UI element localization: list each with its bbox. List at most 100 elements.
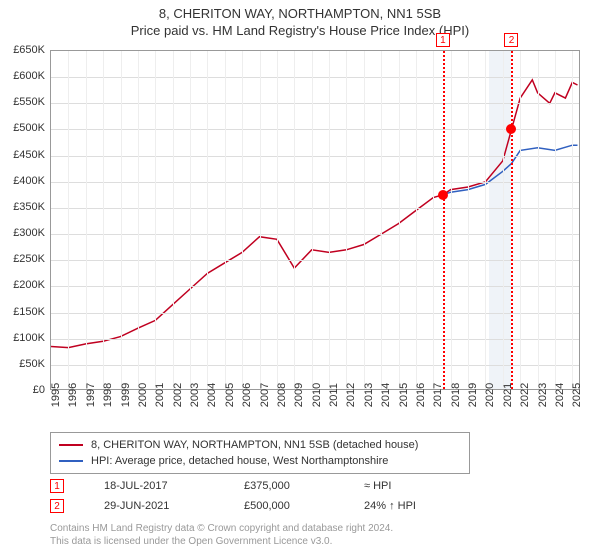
x-tick-label: 2019 [467, 383, 479, 407]
gridline-v [103, 51, 104, 389]
gridline-h [51, 77, 579, 78]
gridline-v [242, 51, 243, 389]
x-tick-label: 2002 [172, 383, 184, 407]
x-tick-label: 2015 [398, 383, 410, 407]
sale-vline [443, 51, 445, 389]
y-tick-label: £600K [0, 70, 45, 82]
x-tick-label: 2018 [450, 383, 462, 407]
y-tick-label: £450K [0, 149, 45, 161]
x-tick-label: 1997 [85, 383, 97, 407]
gridline-v [416, 51, 417, 389]
gridline-v [485, 51, 486, 389]
x-tick-label: 1995 [50, 383, 62, 407]
x-tick-label: 2007 [259, 383, 271, 407]
gridline-v [572, 51, 573, 389]
footer-text: Contains HM Land Registry data © Crown c… [50, 522, 393, 548]
gridline-v [225, 51, 226, 389]
gridline-h [51, 129, 579, 130]
chart-area: 12 £0£50K£100K£150K£200K£250K£300K£350K£… [50, 50, 580, 390]
x-tick-label: 2011 [328, 383, 340, 407]
x-tick-label: 2022 [519, 383, 531, 407]
sale-vline-marker: 2 [504, 33, 518, 47]
x-tick-label: 2001 [154, 383, 166, 407]
gridline-v [451, 51, 452, 389]
y-tick-label: £150K [0, 306, 45, 318]
legend-item-hpi: HPI: Average price, detached house, West… [59, 453, 461, 469]
gridline-v [399, 51, 400, 389]
gridline-v [207, 51, 208, 389]
legend-label-property: 8, CHERITON WAY, NORTHAMPTON, NN1 5SB (d… [91, 439, 418, 451]
x-tick-label: 2000 [137, 383, 149, 407]
line-svg [51, 51, 581, 391]
y-tick-label: £350K [0, 201, 45, 213]
sale-diff-1: ≈ HPI [364, 480, 444, 492]
y-tick-label: £300K [0, 227, 45, 239]
gridline-v [468, 51, 469, 389]
gridline-v [294, 51, 295, 389]
footer-line1: Contains HM Land Registry data © Crown c… [50, 522, 393, 535]
x-tick-label: 1999 [120, 383, 132, 407]
gridline-h [51, 339, 579, 340]
gridline-v [381, 51, 382, 389]
x-tick-label: 2009 [293, 383, 305, 407]
gridline-v [68, 51, 69, 389]
x-tick-label: 2006 [241, 383, 253, 407]
gridline-h [51, 260, 579, 261]
sale-marker-1: 1 [50, 479, 64, 493]
gridline-v [538, 51, 539, 389]
x-tick-label: 2012 [345, 383, 357, 407]
gridline-v [155, 51, 156, 389]
x-tick-label: 2010 [311, 383, 323, 407]
x-tick-label: 2016 [415, 383, 427, 407]
sale-point-dot [438, 190, 448, 200]
sale-point-dot [506, 124, 516, 134]
x-tick-label: 2003 [189, 383, 201, 407]
gridline-v [173, 51, 174, 389]
y-tick-label: £50K [0, 358, 45, 370]
sale-date-1: 18-JUL-2017 [104, 480, 204, 492]
gridline-v [433, 51, 434, 389]
gridline-h [51, 103, 579, 104]
series-property [51, 80, 578, 348]
sales-table: 1 18-JUL-2017 £375,000 ≈ HPI 2 29-JUN-20… [50, 476, 444, 516]
gridline-v [364, 51, 365, 389]
x-tick-label: 2014 [380, 383, 392, 407]
sale-date-2: 29-JUN-2021 [104, 500, 204, 512]
gridline-h [51, 208, 579, 209]
legend-swatch-hpi [59, 460, 83, 462]
legend-swatch-property [59, 444, 83, 446]
gridline-v [329, 51, 330, 389]
y-tick-label: £100K [0, 332, 45, 344]
sale-vline [511, 51, 513, 389]
gridline-v [503, 51, 504, 389]
x-tick-label: 2017 [432, 383, 444, 407]
x-tick-label: 2008 [276, 383, 288, 407]
y-tick-label: £0 [0, 384, 45, 396]
sale-row-1: 1 18-JUL-2017 £375,000 ≈ HPI [50, 476, 444, 496]
gridline-v [346, 51, 347, 389]
gridline-h [51, 286, 579, 287]
x-tick-label: 2025 [571, 383, 583, 407]
x-tick-label: 1998 [102, 383, 114, 407]
gridline-h [51, 182, 579, 183]
gridline-v [138, 51, 139, 389]
x-tick-label: 2005 [224, 383, 236, 407]
y-tick-label: £250K [0, 253, 45, 265]
gridline-h [51, 234, 579, 235]
sale-price-2: £500,000 [244, 500, 324, 512]
x-tick-label: 2004 [206, 383, 218, 407]
gridline-v [277, 51, 278, 389]
gridline-v [190, 51, 191, 389]
y-tick-label: £650K [0, 44, 45, 56]
gridline-v [555, 51, 556, 389]
gridline-v [260, 51, 261, 389]
x-tick-label: 2020 [484, 383, 496, 407]
sale-diff-2: 24% ↑ HPI [364, 500, 444, 512]
legend-label-hpi: HPI: Average price, detached house, West… [91, 455, 388, 467]
x-tick-label: 2024 [554, 383, 566, 407]
sale-marker-2: 2 [50, 499, 64, 513]
footer-line2: This data is licensed under the Open Gov… [50, 535, 393, 548]
title-address: 8, CHERITON WAY, NORTHAMPTON, NN1 5SB [0, 6, 600, 21]
x-tick-label: 2021 [502, 383, 514, 407]
legend-item-property: 8, CHERITON WAY, NORTHAMPTON, NN1 5SB (d… [59, 437, 461, 453]
